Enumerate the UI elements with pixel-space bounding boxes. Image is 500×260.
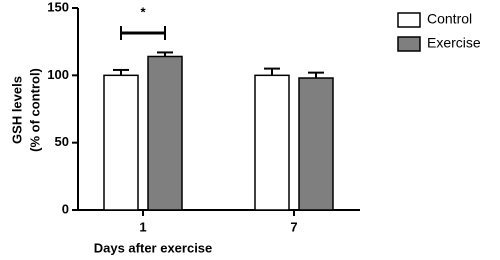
y-axis-label-line: GSH levels bbox=[9, 76, 24, 144]
y-axis-label-line: (% of control) bbox=[27, 68, 42, 152]
y-tick-label: 50 bbox=[55, 134, 69, 149]
sig-annotation: * bbox=[140, 4, 146, 19]
legend-label: Control bbox=[427, 11, 472, 27]
legend-swatch bbox=[397, 12, 421, 28]
x-axis-label: Days after exercise bbox=[94, 240, 213, 255]
legend-swatch bbox=[397, 36, 421, 52]
bar bbox=[298, 77, 334, 211]
bar bbox=[147, 55, 183, 211]
y-tick-label: 0 bbox=[62, 201, 69, 216]
y-tick-label: 150 bbox=[47, 0, 69, 14]
bar bbox=[103, 74, 139, 211]
legend-label: Exercise bbox=[427, 35, 481, 51]
x-tick-label: 1 bbox=[139, 219, 146, 234]
x-tick-label: 7 bbox=[290, 219, 297, 234]
y-axis-label: GSH levels (% of control) bbox=[9, 68, 42, 152]
y-tick-label: 100 bbox=[47, 67, 69, 82]
bar bbox=[254, 74, 290, 211]
